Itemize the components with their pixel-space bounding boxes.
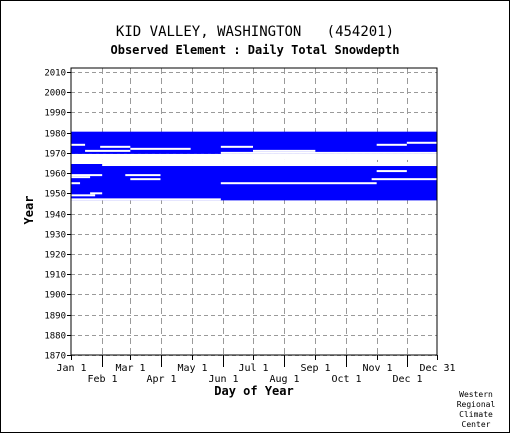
y-tick-label-1950: 1950 bbox=[44, 190, 66, 200]
credit-line-4: Center bbox=[461, 420, 491, 429]
x-tick-label-dec-31: Dec 31 bbox=[419, 363, 455, 374]
credit-line-3: Climate bbox=[459, 410, 493, 419]
gap-14 bbox=[376, 170, 407, 173]
gap-24 bbox=[71, 198, 221, 201]
y-tick-label-1880: 1880 bbox=[44, 332, 66, 342]
credit-line-1: Western bbox=[459, 390, 493, 399]
observed-span-1 bbox=[71, 164, 437, 201]
gap-12 bbox=[71, 161, 437, 164]
chart-subtitle: Observed Element : Daily Total Snowdepth bbox=[110, 43, 400, 57]
y-tick-label-1940: 1940 bbox=[44, 211, 66, 221]
y-tick-label-1900: 1900 bbox=[44, 291, 66, 301]
y-axis-label: Year bbox=[22, 196, 36, 225]
gap-17 bbox=[71, 176, 91, 179]
x-tick-label-nov-1: Nov 1 bbox=[362, 363, 392, 374]
x-tick-label-jul-1: Jul 1 bbox=[238, 363, 268, 374]
gap-4 bbox=[220, 145, 253, 148]
gap-0 bbox=[71, 143, 86, 146]
gap-6 bbox=[252, 149, 316, 152]
y-tick-label-2000: 2000 bbox=[44, 89, 66, 99]
gap-8 bbox=[406, 141, 437, 144]
x-tick-label-oct-1: Oct 1 bbox=[331, 374, 361, 385]
gap-22 bbox=[90, 192, 103, 195]
y-tick-label-1960: 1960 bbox=[44, 170, 66, 180]
y-tick-label-1910: 1910 bbox=[44, 271, 66, 281]
y-tick-label-1920: 1920 bbox=[44, 251, 66, 261]
x-tick-label-mar-1: Mar 1 bbox=[115, 363, 145, 374]
x-tick-label-sep-1: Sep 1 bbox=[300, 363, 330, 374]
gap-13 bbox=[102, 164, 438, 167]
gap-3 bbox=[130, 147, 191, 150]
gap-15 bbox=[71, 174, 103, 177]
gap-19 bbox=[371, 178, 437, 181]
y-tick-label-1980: 1980 bbox=[44, 130, 66, 140]
wrcc-credit: Western Regional Climate Center bbox=[448, 390, 504, 430]
x-tick-label-feb-1: Feb 1 bbox=[87, 374, 117, 385]
gap-5 bbox=[85, 149, 131, 152]
x-tick-label-jan-1: Jan 1 bbox=[56, 363, 86, 374]
gap-2 bbox=[100, 145, 131, 148]
gap-1 bbox=[376, 143, 407, 146]
x-tick-label-jun-1: Jun 1 bbox=[208, 374, 238, 385]
gap-9 bbox=[71, 155, 437, 158]
x-tick-label-apr-1: Apr 1 bbox=[146, 374, 176, 385]
y-tick-label-1970: 1970 bbox=[44, 150, 66, 160]
x-tick-label-dec-1: Dec 1 bbox=[392, 374, 422, 385]
plot-border bbox=[70, 67, 438, 356]
gap-21 bbox=[71, 182, 81, 185]
gap-7 bbox=[220, 151, 437, 154]
y-tick-label-1990: 1990 bbox=[44, 109, 66, 119]
gap-18 bbox=[130, 178, 161, 181]
gap-20 bbox=[220, 182, 377, 185]
chart-title: KID VALLEY, WASHINGTON (454201) bbox=[115, 24, 395, 40]
x-tick-label-may-1: May 1 bbox=[177, 363, 207, 374]
gap-16 bbox=[125, 174, 161, 177]
x-axis-label: Day of Year bbox=[214, 384, 293, 398]
x-tick-label-aug-1: Aug 1 bbox=[269, 374, 299, 385]
gap-11 bbox=[71, 159, 377, 162]
y-tick-label-2010: 2010 bbox=[44, 69, 66, 79]
y-tick-label-1930: 1930 bbox=[44, 231, 66, 241]
credit-line-2: Regional bbox=[456, 400, 496, 409]
y-tick-label-1890: 1890 bbox=[44, 312, 66, 322]
y-tick-label-1870: 1870 bbox=[44, 352, 66, 362]
gap-10 bbox=[71, 157, 437, 160]
gap-23 bbox=[71, 194, 96, 197]
